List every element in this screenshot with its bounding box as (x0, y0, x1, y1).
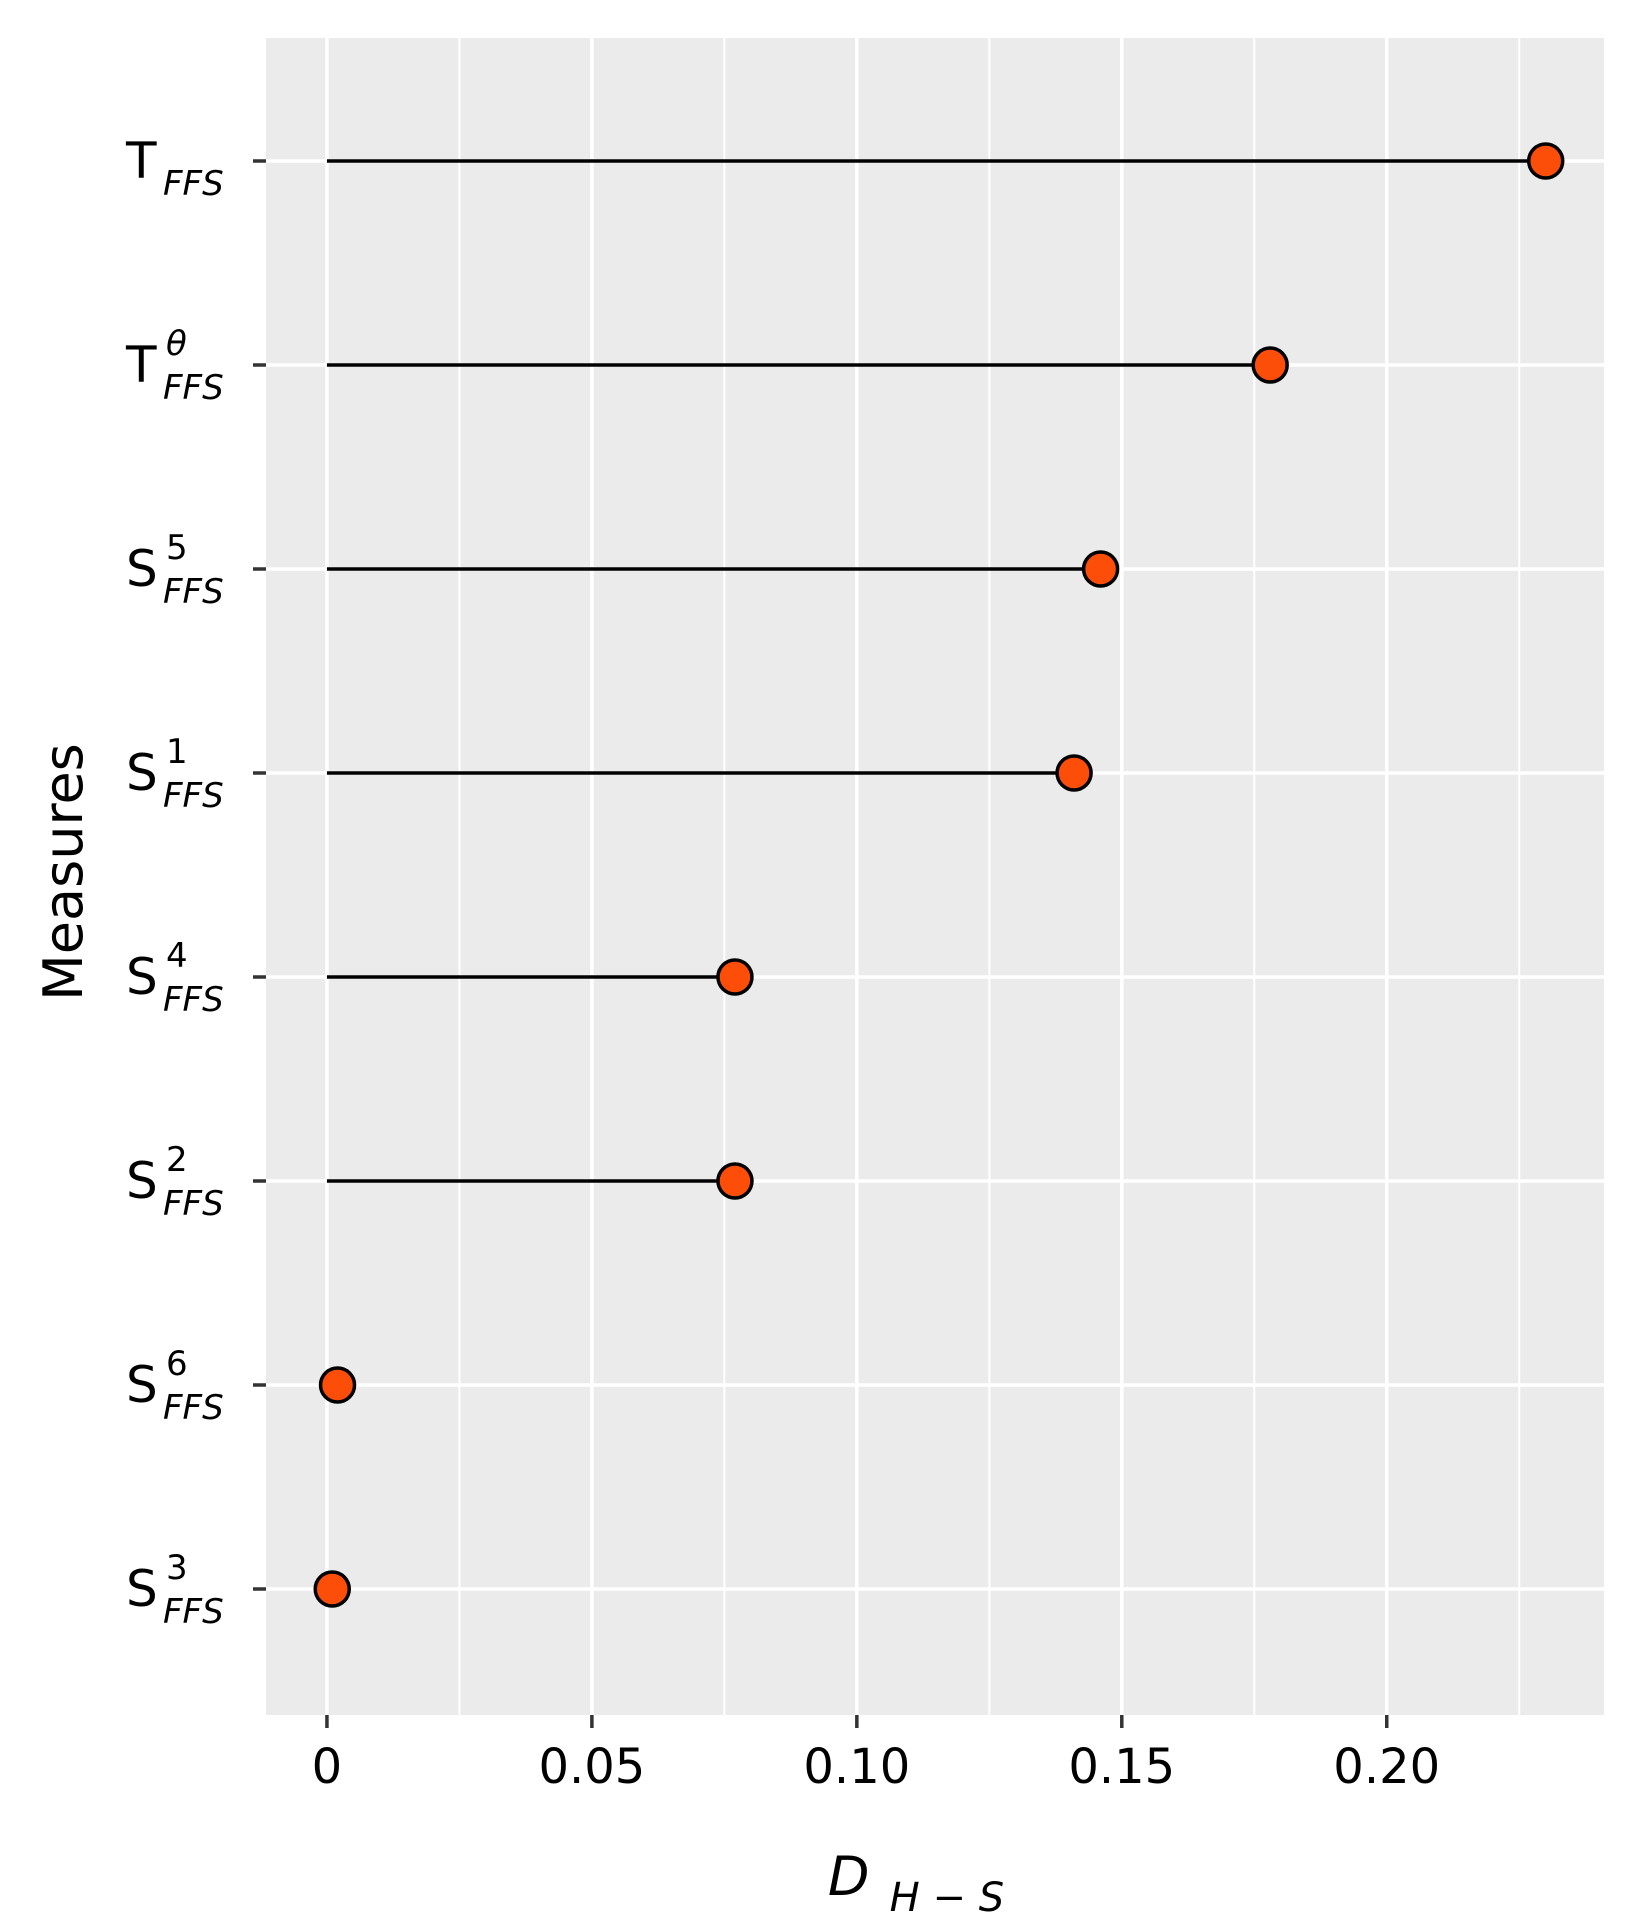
x-tick-label: 0.05 (538, 1739, 645, 1795)
y-tick-label-sup: 3 (166, 1548, 188, 1588)
data-point (716, 958, 754, 996)
y-tick-label-base: S (126, 948, 158, 1006)
data-point (1526, 142, 1565, 180)
y-tick-label-sub: FFS (163, 164, 224, 204)
data-point (716, 1162, 754, 1200)
y-tick-label-base: S (126, 540, 158, 598)
y-tick-label-base: S (126, 1152, 158, 1210)
x-axis-title: D H − S (828, 1845, 1004, 1921)
y-tick-label-base: T (125, 132, 157, 190)
y-tick-label-sub: FFS (163, 1388, 224, 1428)
data-point (1251, 346, 1289, 384)
y-tick-label-sub: FFS (163, 572, 224, 612)
x-tick-label: 0.15 (1068, 1739, 1175, 1795)
x-tick-label: 0.20 (1333, 1739, 1440, 1795)
data-point (1055, 754, 1093, 792)
y-tick-label-base: S (126, 1356, 158, 1414)
y-tick-label-sup: 4 (166, 936, 188, 976)
y-tick-label-sub: FFS (163, 980, 224, 1020)
plot-panel (266, 38, 1604, 1715)
y-tick-label: T FFS (125, 132, 224, 204)
x-tick-label: 0.10 (803, 1739, 910, 1795)
data-point (318, 1366, 357, 1404)
y-tick-label-sub: FFS (163, 1184, 224, 1224)
stems (326, 159, 1546, 1591)
data-point (313, 1570, 351, 1608)
y-tick-label-base: S (126, 1560, 158, 1618)
x-axis-title-base: D (828, 1845, 870, 1908)
y-tick-label-base: S (126, 744, 158, 802)
y-tick-label-sup: 6 (166, 1344, 188, 1384)
data-point (1081, 550, 1120, 588)
y-tick-label-sup: 2 (166, 1140, 188, 1180)
x-tick-label: 0 (312, 1739, 343, 1795)
y-tick-label-sub: FFS (163, 776, 224, 816)
y-axis-title: Measures (32, 743, 95, 1001)
y-tick-label-sup: 1 (166, 732, 188, 772)
minor-gridlines (458, 38, 1521, 1715)
y-tick-label-sub: FFS (163, 368, 224, 408)
x-axis-title-sub: H − S (890, 1875, 1004, 1921)
x-axis: 0 0.05 0.10 0.15 0.20 (312, 1715, 1440, 1795)
points (313, 142, 1565, 1608)
y-tick-label-sup: θ (166, 324, 187, 364)
y-tick-label-sub: FFS (163, 1592, 224, 1632)
y-tick-label-base: T (125, 336, 157, 394)
y-tick-label-sup: 5 (166, 528, 188, 568)
